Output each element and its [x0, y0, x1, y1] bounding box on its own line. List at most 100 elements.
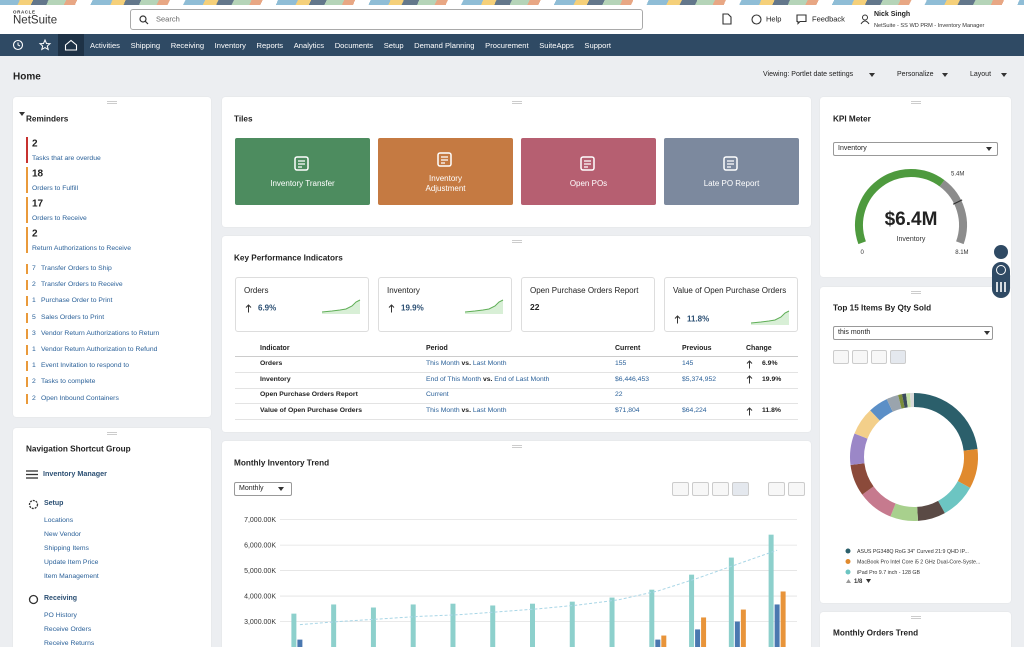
caret-icon	[1001, 72, 1007, 77]
chart-type-button[interactable]	[788, 482, 805, 496]
shortcut-link[interactable]: Item Management	[44, 573, 99, 581]
reminder-label[interactable]: Orders to Receive	[32, 215, 87, 223]
tile[interactable]: Inventory Transfer	[235, 138, 370, 205]
table-current[interactable]: 22	[615, 391, 623, 399]
period-part[interactable]: Last Month	[472, 360, 507, 368]
nav-item[interactable]: Setup	[383, 40, 404, 50]
reminder-count[interactable]: 2	[32, 138, 38, 150]
feedback-link[interactable]: Feedback	[812, 14, 845, 24]
reminder-count[interactable]: 1	[32, 297, 36, 305]
chart-type-button[interactable]	[768, 482, 785, 496]
help-link[interactable]: Help	[766, 14, 782, 24]
reminder-label[interactable]: Return Authorizations to Receive	[32, 245, 131, 253]
date-settings[interactable]: Viewing: Portlet date settings	[763, 70, 854, 78]
table-previous[interactable]: $5,374,952	[682, 375, 717, 383]
reminder-label[interactable]: Vendor Return Authorization to Refund	[41, 346, 158, 354]
reminder-label[interactable]: Event Invitation to respond to	[41, 362, 130, 370]
table-header: Indicator	[260, 344, 290, 352]
nav-item[interactable]: Procurement	[485, 40, 529, 50]
period-part[interactable]: This Month	[426, 407, 460, 415]
search-box[interactable]	[130, 9, 643, 30]
shortcut-link[interactable]: Receive Orders	[44, 626, 92, 634]
shortcut-link[interactable]: Receive Returns	[44, 640, 95, 647]
personalize-menu[interactable]: Personalize	[897, 70, 934, 78]
tile[interactable]: Inventory Adjustment	[378, 138, 513, 205]
shortcut-link[interactable]: Shipping Items	[44, 545, 89, 553]
user-name[interactable]: Nick Singh	[874, 10, 911, 18]
nav-item[interactable]: Documents	[334, 40, 374, 50]
shortcut-link[interactable]: New Vendor	[44, 531, 82, 539]
chart-type-button[interactable]	[833, 350, 849, 364]
period-part[interactable]: This Month	[426, 360, 460, 368]
reminder-count[interactable]: 5	[32, 313, 36, 321]
reminder-count[interactable]: 1	[32, 346, 36, 354]
kpi-tile[interactable]: Open Purchase Orders Report 22	[521, 277, 655, 332]
reminder-label[interactable]: Transfer Orders to Ship	[41, 265, 112, 273]
select-box[interactable]	[833, 142, 998, 156]
table-change: 6.9%	[762, 360, 778, 368]
reminder-label[interactable]: Tasks to complete	[41, 378, 96, 386]
chart-type-button[interactable]	[852, 350, 868, 364]
nav-item[interactable]: Shipping	[130, 40, 161, 50]
table-current[interactable]: $71,804	[615, 407, 640, 415]
up-arrow-icon	[746, 375, 753, 384]
reminder-count[interactable]: 18	[32, 168, 44, 180]
reminder-count[interactable]: 3	[32, 329, 36, 337]
tile[interactable]: Open POs	[521, 138, 656, 205]
group-name[interactable]: Inventory Manager	[43, 468, 107, 478]
kpi-tile[interactable]: Inventory 19.9%	[378, 277, 512, 332]
bar	[331, 604, 337, 647]
tile[interactable]: Late PO Report	[664, 138, 799, 205]
reminder-count[interactable]: 2	[32, 228, 38, 240]
shortcut-link[interactable]: Locations	[44, 517, 74, 525]
reminder-label[interactable]: Vendor Return Authorizations to Return	[41, 329, 160, 337]
reminder-count[interactable]: 7	[32, 265, 36, 273]
section-title[interactable]: Receiving	[44, 594, 78, 602]
chart-type-button[interactable]	[890, 350, 906, 364]
reminder-label[interactable]: Sales Orders to Print	[41, 313, 105, 321]
nav-item[interactable]: Inventory	[214, 40, 246, 50]
kpi-tile[interactable]: Orders 6.9%	[235, 277, 369, 332]
table-current[interactable]: 155	[615, 360, 627, 368]
nav-item[interactable]: Activities	[90, 40, 120, 50]
chart-type-button[interactable]	[712, 482, 729, 496]
period-part[interactable]: End of Last Month	[494, 375, 550, 383]
chart-type-button[interactable]	[692, 482, 709, 496]
reminder-label[interactable]: Orders to Fulfill	[32, 185, 79, 193]
reminder-label[interactable]: Transfer Orders to Receive	[41, 281, 123, 289]
table-previous[interactable]: $64,224	[682, 407, 707, 415]
reminder-label[interactable]: Open Inbound Containers	[41, 394, 119, 402]
shortcut-link[interactable]: Update Item Price	[44, 559, 99, 567]
shortcut-link[interactable]: PO History	[44, 612, 77, 620]
kpi-tile[interactable]: Value of Open Purchase Orders 11.8%	[664, 277, 798, 332]
nav-item[interactable]: Demand Planning	[414, 40, 475, 50]
page-next	[866, 579, 871, 583]
reminder-count[interactable]: 2	[32, 281, 36, 289]
reminder-count[interactable]: 2	[32, 378, 36, 386]
nav-item[interactable]: SuiteApps	[539, 40, 574, 50]
select-box[interactable]	[234, 482, 292, 496]
layout-menu[interactable]: Layout	[970, 70, 992, 78]
chart-type-button[interactable]	[672, 482, 689, 496]
nav-item[interactable]: Analytics	[293, 40, 325, 50]
chart-type-button[interactable]	[871, 350, 887, 364]
period-part[interactable]: End of This Month	[426, 375, 482, 383]
reminder-label[interactable]: Purchase Order to Print	[41, 297, 113, 305]
reminder-count[interactable]: 1	[32, 362, 36, 370]
nav-item[interactable]: Receiving	[170, 40, 205, 50]
select-box[interactable]	[833, 326, 993, 340]
section-title[interactable]: Setup	[44, 499, 64, 507]
side-help-button[interactable]	[994, 245, 1008, 259]
reminder-count[interactable]: 2	[32, 394, 36, 402]
reminder-label[interactable]: Tasks that are overdue	[32, 155, 101, 163]
table-current[interactable]: $6,446,453	[615, 375, 650, 383]
chart-type-button[interactable]	[732, 482, 749, 496]
nav-item[interactable]: Reports	[256, 40, 284, 50]
table-previous[interactable]: 145	[682, 360, 694, 368]
period-part[interactable]: Current	[426, 391, 449, 399]
reminder-bar	[26, 280, 28, 291]
nav-item[interactable]: Support	[584, 40, 612, 50]
period-part[interactable]: Last Month	[472, 407, 507, 415]
donut-slice	[890, 503, 919, 521]
reminder-count[interactable]: 17	[32, 198, 44, 210]
